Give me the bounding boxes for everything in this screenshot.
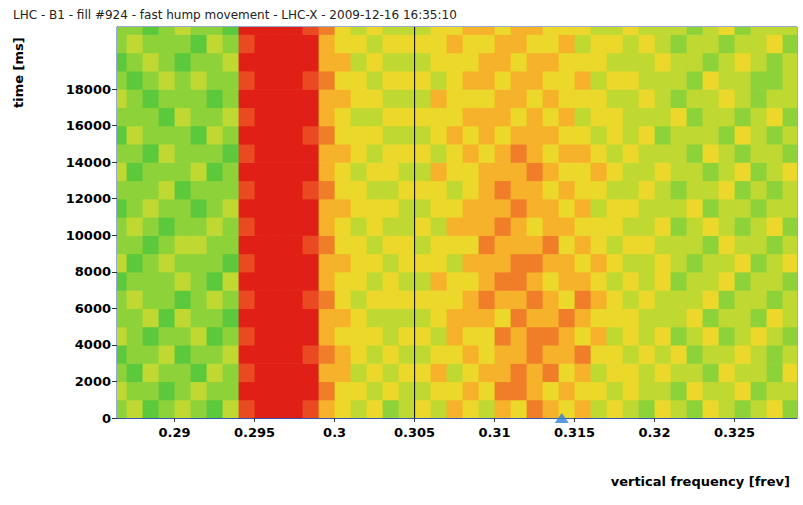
svg-text:time [ms]: time [ms] — [11, 37, 26, 108]
svg-text:0: 0 — [102, 411, 111, 426]
svg-text:4000: 4000 — [75, 337, 111, 352]
svg-text:8000: 8000 — [75, 264, 111, 279]
svg-text:0.31: 0.31 — [479, 425, 511, 440]
svg-text:18000: 18000 — [66, 82, 111, 97]
svg-text:16000: 16000 — [66, 118, 111, 133]
svg-text:2000: 2000 — [75, 374, 111, 389]
svg-text:0.325: 0.325 — [714, 425, 755, 440]
svg-text:12000: 12000 — [66, 191, 111, 206]
svg-text:0.315: 0.315 — [554, 425, 595, 440]
svg-text:vertical frequency [frev]: vertical frequency [frev] — [611, 474, 790, 489]
svg-text:0.295: 0.295 — [234, 425, 275, 440]
svg-text:0.29: 0.29 — [159, 425, 191, 440]
svg-text:10000: 10000 — [66, 228, 111, 243]
svg-text:0.3: 0.3 — [323, 425, 346, 440]
svg-text:LHC - B1 - fill #924 - fast hu: LHC - B1 - fill #924 - fast hump movemen… — [13, 8, 457, 22]
svg-text:0.305: 0.305 — [394, 425, 435, 440]
svg-text:14000: 14000 — [66, 155, 111, 170]
svg-text:0.32: 0.32 — [639, 425, 671, 440]
svg-text:6000: 6000 — [75, 301, 111, 316]
